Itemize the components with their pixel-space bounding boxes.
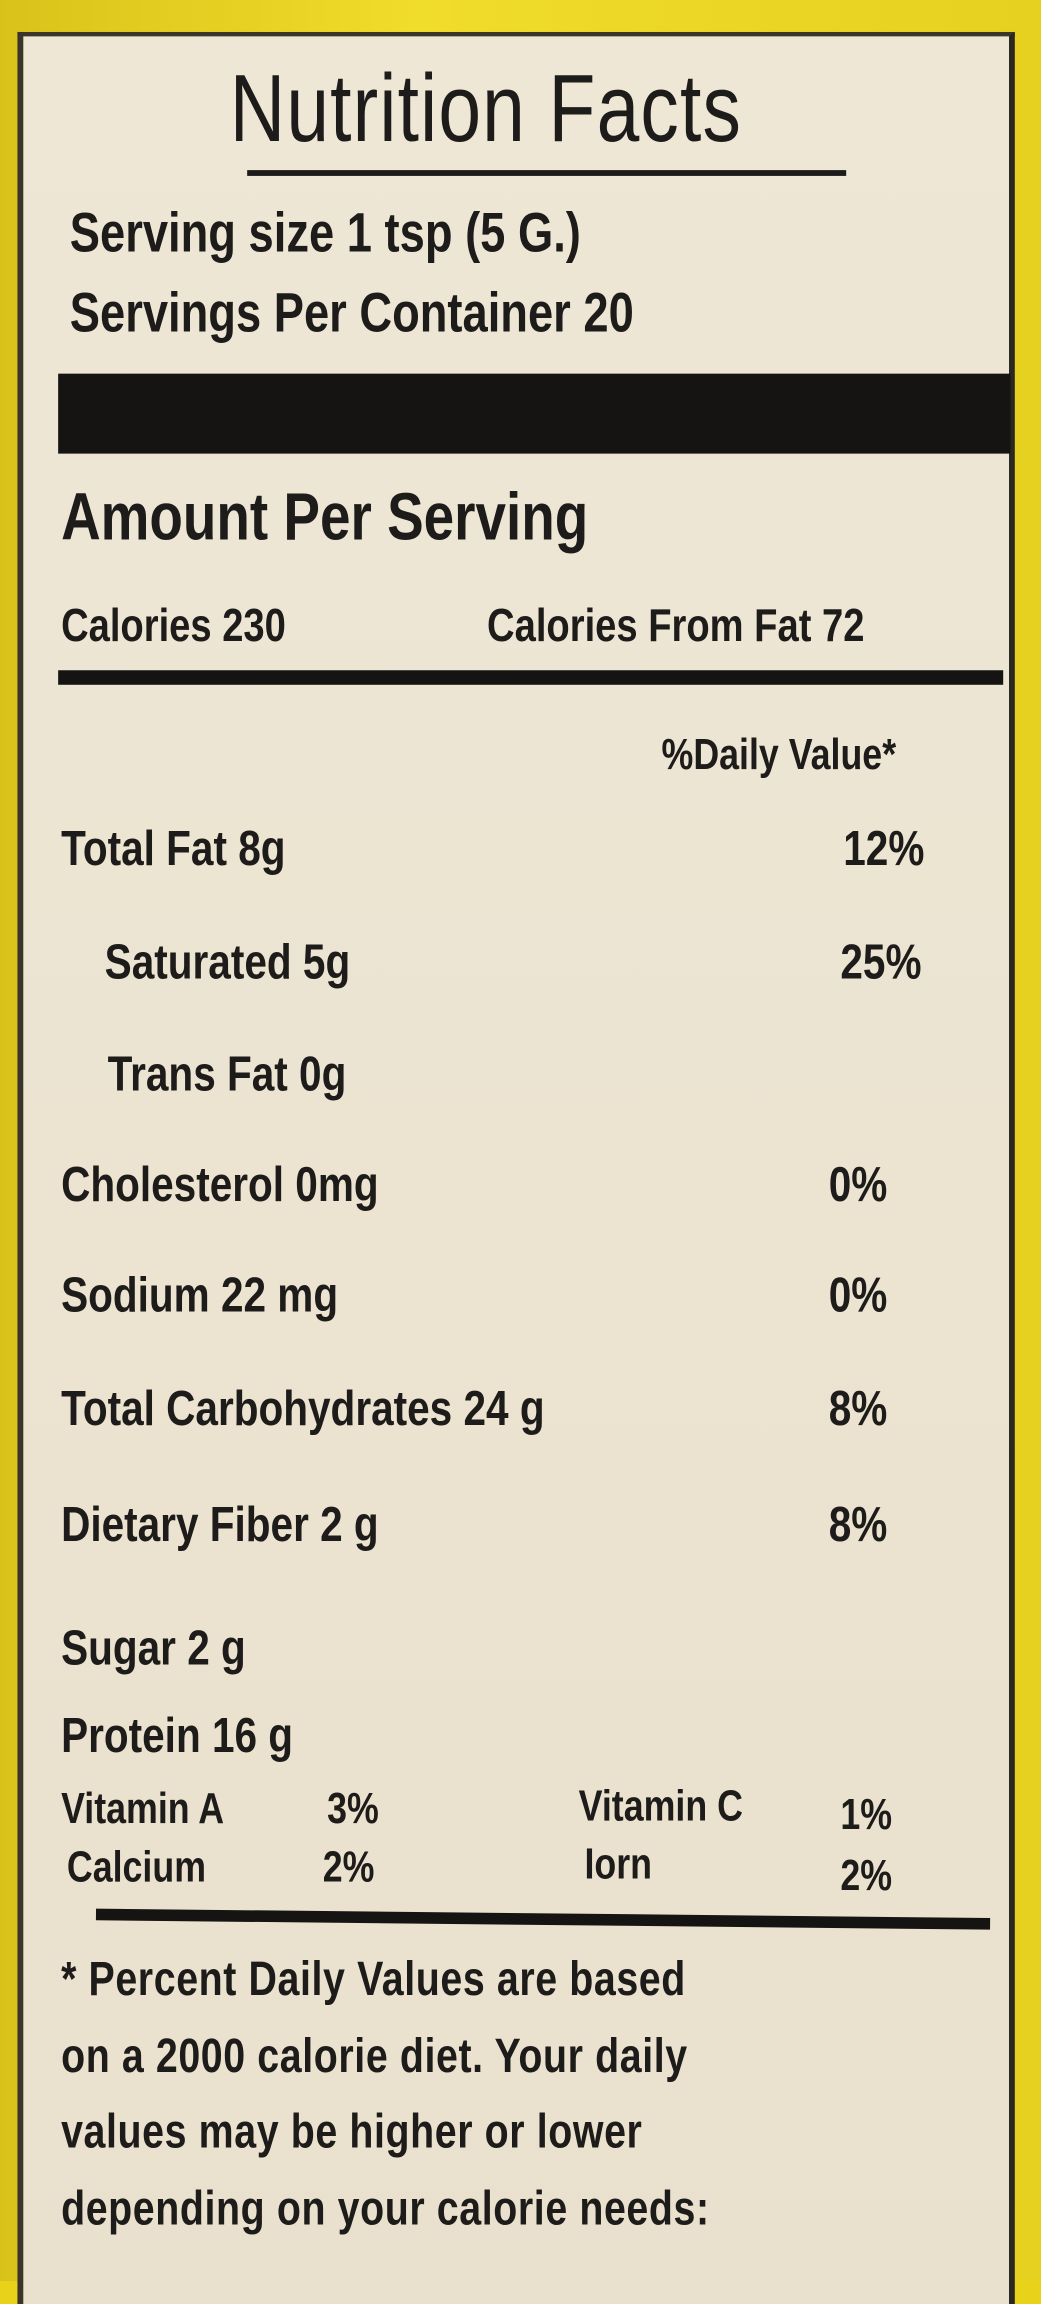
nutrient-dv: 0% [828,1157,888,1213]
calories-from-fat: Calories From Fat 72 [487,599,865,652]
footnote-line: on a 2000 calorie diet. Your daily [61,2028,688,2082]
label-title: Nutrition Facts [229,53,743,162]
vitamin-value: 2% [322,1843,375,1892]
nutrient-label: Sugar 2 g [61,1621,246,1677]
title-underline [247,170,847,176]
nutrient-label: Dietary Fiber 2 g [61,1497,379,1553]
vitamin-label: Calcium [66,1843,207,1892]
daily-value-header: %Daily Value* [661,731,897,780]
nutrient-label: Sodium 22 mg [61,1267,339,1324]
nutrient-label: Total Carbohydrates 24 g [61,1381,545,1437]
vitamin-label: Iorn [584,1840,653,1889]
vitamin-label: Vitamin A [61,1785,225,1834]
vitamin-value: 3% [327,1785,379,1834]
nutrient-label: Protein 16 g [61,1708,294,1764]
nutrient-label: Cholesterol 0mg [61,1157,379,1213]
nutrient-label: Saturated 5g [104,934,351,991]
servings-per-container: Servings Per Container 20 [69,283,634,345]
nutrient-label: Trans Fat 0g [107,1046,347,1103]
calories: Calories 230 [61,599,286,652]
footnote-line: depending on your calorie needs: [61,2180,710,2235]
serving-size: Serving size 1 tsp (5 G.) [69,203,581,265]
nutrient-dv: 8% [828,1381,888,1437]
nutrient-dv: 0% [828,1267,888,1324]
footnote-line: values may be higher or lower [61,2103,643,2158]
amount-per-serving: Amount Per Serving [61,478,589,554]
nutrient-dv: 25% [840,934,922,991]
nutrient-dv: 8% [828,1497,888,1553]
footnote-line: * Percent Daily Values are based [61,1951,686,2005]
nutrient-dv: 12% [843,821,925,877]
vitamin-value: 2% [840,1852,893,1901]
thick-divider-bar [58,373,1011,454]
divider-line [58,670,1004,685]
vitamin-label: Vitamin C [578,1782,743,1831]
nutrient-label: Total Fat 8g [61,821,286,877]
vitamin-value: 1% [840,1791,893,1840]
